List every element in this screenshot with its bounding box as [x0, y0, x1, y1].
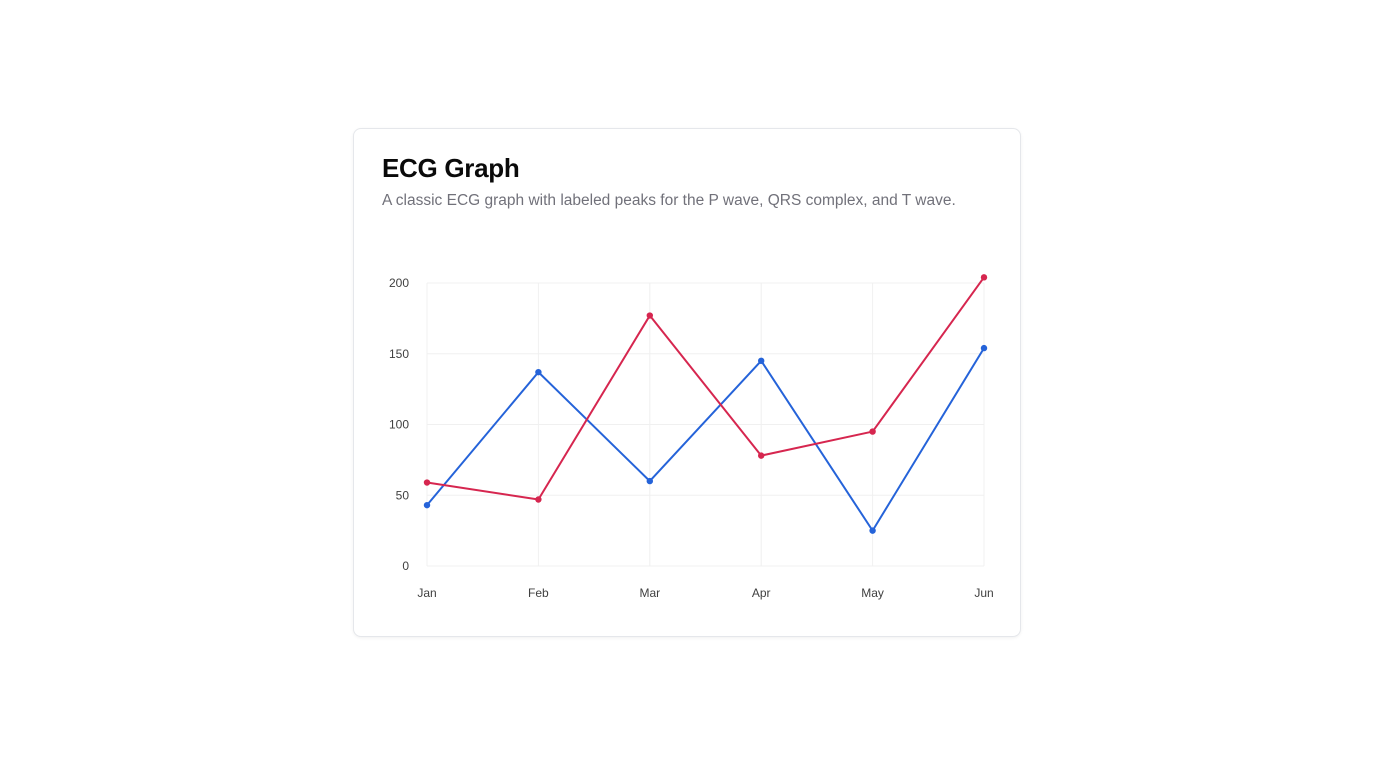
x-tick-label: May — [861, 586, 884, 600]
data-point — [423, 501, 431, 509]
data-point — [758, 357, 765, 365]
card-description: A classic ECG graph with labeled peaks f… — [382, 192, 956, 209]
data-point — [980, 344, 988, 352]
y-tick-label: 100 — [389, 418, 409, 432]
line-chart: 0 50 100 150 200 Jan Feb Mar Apr May Jun — [389, 274, 994, 600]
y-tick-label: 150 — [389, 347, 409, 361]
y-tick-label: 50 — [396, 488, 410, 502]
data-point — [646, 477, 653, 485]
data-point — [535, 368, 542, 376]
y-tick-label: 0 — [402, 559, 409, 573]
series-line-1 — [426, 347, 985, 532]
data-point — [869, 527, 876, 534]
data-point — [535, 496, 542, 503]
x-tick-label: Apr — [752, 586, 771, 600]
card-title: ECG Graph — [382, 153, 520, 183]
data-point — [646, 312, 653, 319]
x-tick-label: Feb — [528, 586, 549, 600]
data-point — [758, 452, 765, 459]
y-tick-label: 200 — [389, 276, 409, 290]
data-point — [980, 274, 988, 281]
series-line-2 — [426, 276, 985, 501]
chart-card: ECG Graph A classic ECG graph with label… — [353, 128, 1021, 637]
x-tick-label: Jan — [417, 586, 436, 600]
x-tick-label: Mar — [639, 586, 660, 600]
data-point — [423, 479, 431, 486]
x-tick-label: Jun — [974, 586, 993, 600]
data-point — [869, 428, 876, 435]
